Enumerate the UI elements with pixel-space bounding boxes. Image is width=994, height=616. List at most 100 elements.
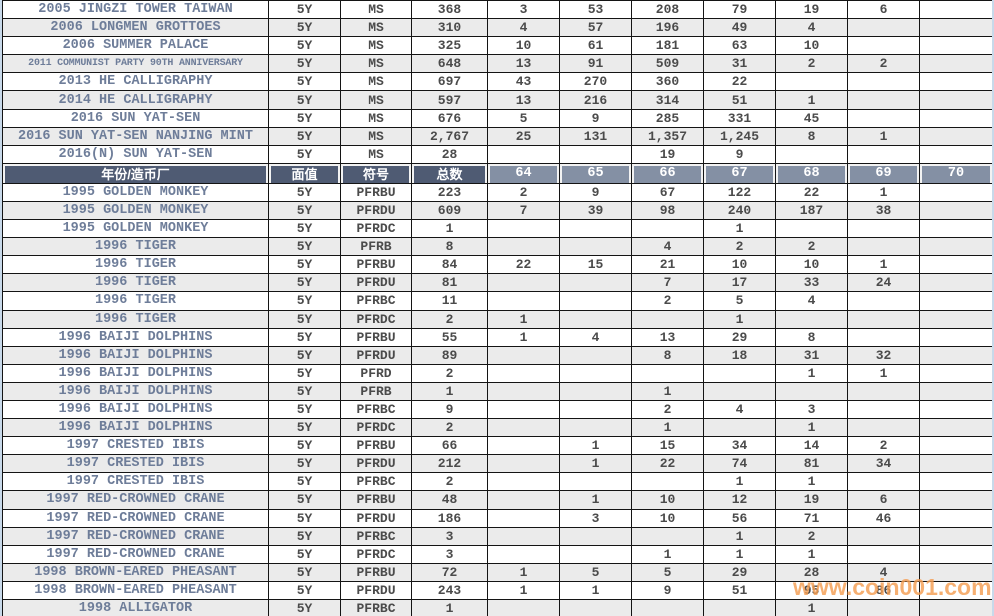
table-row: 1996 TIGER 5Y PFRBU 84 22 15 21 10 10 1 bbox=[2, 255, 992, 275]
cell-grade-65 bbox=[559, 219, 632, 239]
cell-denomination: 5Y bbox=[268, 182, 341, 202]
cell-name: 1997 CRESTED IBIS bbox=[2, 436, 269, 456]
cell-symbol: PFRBU bbox=[340, 327, 412, 347]
cell-denomination: 5Y bbox=[268, 108, 341, 128]
cell-grade-67: 1,245 bbox=[703, 126, 776, 146]
cell-grade-67: 122 bbox=[703, 182, 776, 202]
table-row: 1996 BAIJI DOLPHINS 5Y PFRDC 2 1 1 bbox=[2, 418, 992, 438]
cell-name: 2013 HE CALLIGRAPHY bbox=[2, 72, 269, 92]
cell-grade-65 bbox=[559, 237, 632, 257]
table-header-row: 年份/造币厂 面值 符号 总数 64 65 66 67 68 69 70 bbox=[2, 162, 992, 184]
cell-grade-67: 10 bbox=[703, 255, 776, 275]
cell-symbol: PFRB bbox=[340, 381, 412, 401]
cell-name: 1996 TIGER bbox=[2, 273, 269, 293]
cell-total: 72 bbox=[411, 562, 488, 582]
table-row: 1996 BAIJI DOLPHINS 5Y PFRB 1 1 bbox=[2, 381, 992, 401]
cell-grade-66: 1 bbox=[631, 544, 704, 564]
cell-total: 243 bbox=[411, 580, 488, 601]
cell-grade-65 bbox=[559, 345, 632, 365]
cell-name: 1996 BAIJI DOLPHINS bbox=[2, 399, 269, 420]
table-row: 2014 HE CALLIGRAPHY 5Y MS 597 13 216 314 51 1 bbox=[2, 90, 992, 110]
cell-grade-70 bbox=[919, 36, 992, 56]
table-row: 1996 TIGER 5Y PFRDC 2 1 1 bbox=[2, 309, 992, 329]
cell-grade-65: 216 bbox=[559, 90, 632, 110]
cell-grade-68: 2 bbox=[775, 526, 848, 546]
cell-symbol: PFRBC bbox=[340, 598, 412, 616]
cell-grade-69 bbox=[847, 544, 920, 564]
cell-grade-65 bbox=[559, 418, 632, 438]
table-row: 2006 LONGMEN GROTTOES 5Y MS 310 4 57 196 49 4 bbox=[2, 18, 992, 38]
column-header-grade-64: 64 bbox=[487, 162, 560, 184]
cell-name: 2016 SUN YAT-SEN bbox=[2, 108, 269, 128]
column-header-denomination: 面值 bbox=[268, 162, 341, 184]
cell-symbol: PFRBU bbox=[340, 436, 412, 456]
cell-grade-68: 2 bbox=[775, 54, 848, 74]
cell-total: 8 bbox=[411, 237, 488, 257]
cell-grade-69 bbox=[847, 18, 920, 38]
table-row: 1995 GOLDEN MONKEY 5Y PFRBU 223 2 9 67 122 22 1 bbox=[2, 182, 992, 202]
cell-denomination: 5Y bbox=[268, 237, 341, 257]
table-row: 1996 BAIJI DOLPHINS 5Y PFRDU 89 8 18 31 32 bbox=[2, 345, 992, 365]
cell-name: 1996 BAIJI DOLPHINS bbox=[2, 381, 269, 401]
cell-grade-69: 1 bbox=[847, 182, 920, 202]
cell-grade-70 bbox=[919, 381, 992, 401]
cell-symbol: PFRBC bbox=[340, 472, 412, 492]
cell-grade-69 bbox=[847, 219, 920, 239]
cell-denomination: 5Y bbox=[268, 508, 341, 528]
cell-denomination: 5Y bbox=[268, 144, 341, 164]
table-row: 1996 TIGER 5Y PFRB 8 4 2 2 bbox=[2, 237, 992, 257]
cell-name: 1996 BAIJI DOLPHINS bbox=[2, 363, 269, 383]
cell-grade-68: 19 bbox=[775, 490, 848, 510]
cell-grade-68: 4 bbox=[775, 291, 848, 311]
cell-grade-70 bbox=[919, 126, 992, 146]
cell-total: 48 bbox=[411, 490, 488, 510]
cell-grade-66: 5 bbox=[631, 562, 704, 582]
cell-total: 697 bbox=[411, 72, 488, 92]
cell-grade-69: 24 bbox=[847, 273, 920, 293]
cell-grade-66: 98 bbox=[631, 200, 704, 221]
cell-grade-69: 34 bbox=[847, 454, 920, 474]
table-row: 1995 GOLDEN MONKEY 5Y PFRDU 609 7 39 98 240 187 3… bbox=[2, 200, 992, 221]
cell-symbol: PFRDU bbox=[340, 580, 412, 601]
cell-symbol: PFRBC bbox=[340, 291, 412, 311]
cell-name: 2014 HE CALLIGRAPHY bbox=[2, 90, 269, 110]
cell-grade-66: 8 bbox=[631, 345, 704, 365]
cell-grade-65 bbox=[559, 598, 632, 616]
cell-symbol: PFRDC bbox=[340, 219, 412, 239]
cell-grade-64 bbox=[487, 273, 560, 293]
cell-grade-65: 3 bbox=[559, 508, 632, 528]
cell-grade-69: 1 bbox=[847, 126, 920, 146]
cell-grade-68 bbox=[775, 381, 848, 401]
cell-total: 3 bbox=[411, 526, 488, 546]
cell-grade-67: 331 bbox=[703, 108, 776, 128]
cell-grade-66: 15 bbox=[631, 436, 704, 456]
cell-grade-67: 12 bbox=[703, 490, 776, 510]
cell-grade-67: 1 bbox=[703, 526, 776, 546]
cell-grade-64: 2 bbox=[487, 182, 560, 202]
cell-denomination: 5Y bbox=[268, 18, 341, 38]
cell-grade-68: 45 bbox=[775, 108, 848, 128]
cell-grade-64 bbox=[487, 436, 560, 456]
cell-grade-65: 57 bbox=[559, 18, 632, 38]
cell-grade-69: 1 bbox=[847, 363, 920, 383]
cell-grade-70 bbox=[919, 255, 992, 275]
cell-grade-64 bbox=[487, 237, 560, 257]
cell-grade-68: 187 bbox=[775, 200, 848, 221]
cell-total: 9 bbox=[411, 399, 488, 420]
cell-grade-70 bbox=[919, 436, 992, 456]
cell-grade-70 bbox=[919, 544, 992, 564]
cell-grade-64 bbox=[487, 144, 560, 164]
cell-symbol: PFRBC bbox=[340, 526, 412, 546]
table-row: 1998 ALLIGATOR 5Y PFRBC 1 1 bbox=[2, 598, 992, 616]
column-header-total: 总数 bbox=[411, 162, 488, 184]
cell-grade-66: 10 bbox=[631, 508, 704, 528]
cell-grade-67: 4 bbox=[703, 399, 776, 420]
cell-grade-70 bbox=[919, 200, 992, 221]
cell-grade-68: 8 bbox=[775, 126, 848, 146]
cell-denomination: 5Y bbox=[268, 200, 341, 221]
cell-grade-67: 22 bbox=[703, 72, 776, 92]
cell-grade-67: 56 bbox=[703, 508, 776, 528]
column-header-grade-65: 65 bbox=[559, 162, 632, 184]
cell-total: 609 bbox=[411, 200, 488, 221]
